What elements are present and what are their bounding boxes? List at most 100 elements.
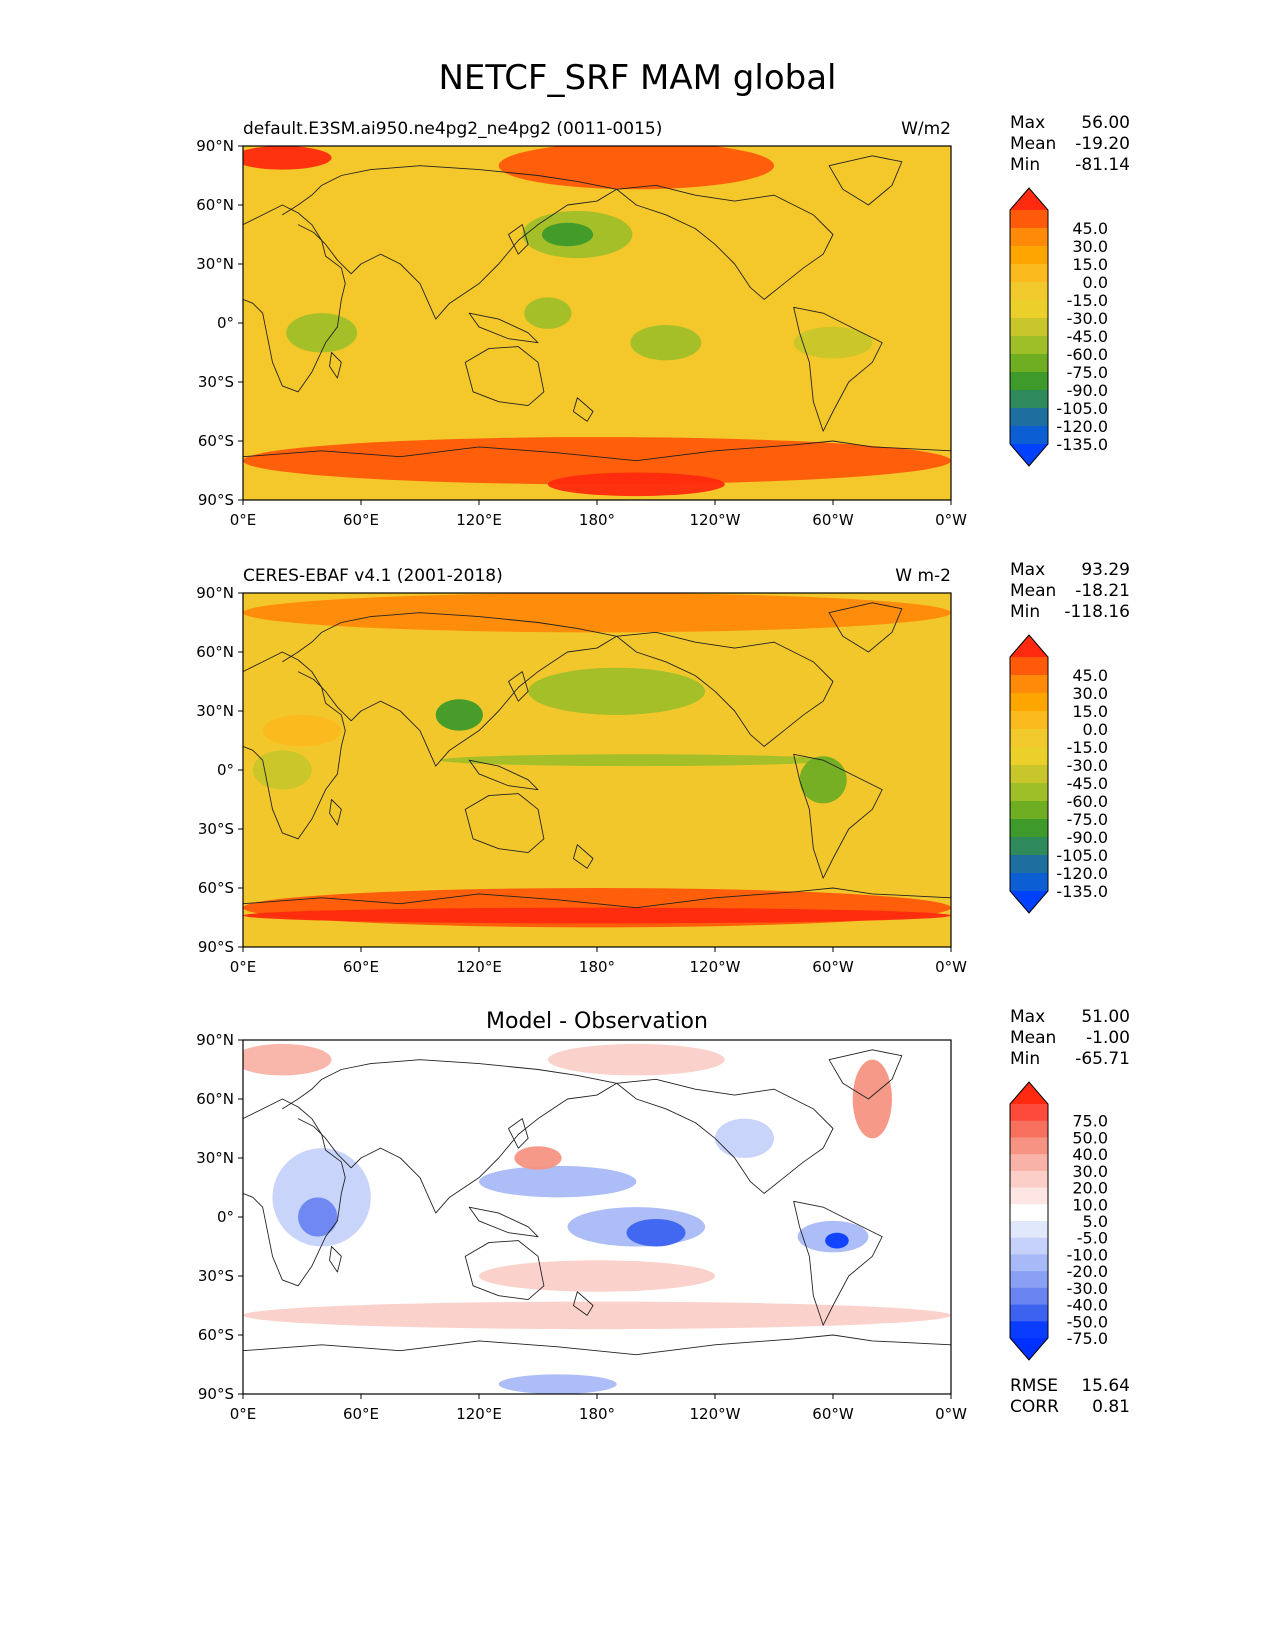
colorbar-label: -75.0 [1067,1329,1108,1348]
colorbar-segment [1010,765,1048,784]
y-tick-label: 60°S [198,432,234,450]
panel-model: 0°E 60°E 120°E 180° 120°W 60°W 0°W 90°N 60°N 30°N… [196,113,1130,529]
colorbar-outline [1009,187,1049,467]
colorbar-segment [1010,282,1048,301]
colorbar-label: 5.0 [1083,1212,1108,1231]
y-tick-label: 90°S [198,938,234,956]
colorbar-segment [1010,693,1048,712]
colorbar-segment [1010,336,1048,355]
field-region [243,146,332,170]
x-tick-label: 120°W [690,1405,741,1423]
field-region [272,1148,371,1247]
colorbar-segment [1010,426,1048,445]
stat-label: Mean [1010,1028,1056,1048]
panel-title: CERES-EBAF v4.1 (2001-2018) [243,566,503,586]
colorbar-label: 45.0 [1072,219,1108,238]
field-region [298,1197,338,1237]
y-tick-label: 90°N [196,584,234,602]
field-region [252,750,312,790]
x-tick-label: 60°W [812,958,854,976]
colorbar-label: 50.0 [1072,1128,1108,1147]
stat-label: Min [1010,1049,1040,1069]
y-tick-label: 0° [217,1208,234,1226]
field-region [243,907,951,924]
panel-title: default.E3SM.ai950.ne4pg2_ne4pg2 (0011-0… [243,119,662,139]
x-tick-label: 0°W [935,958,967,976]
colorbar-label: -5.0 [1077,1229,1108,1248]
colorbar-segment [1010,1137,1048,1155]
x-tick-label: 0°E [230,1405,257,1423]
field-region [498,1374,617,1394]
stat-value: -19.20 [1075,134,1130,154]
field-region [439,754,833,767]
colorbar-label: -40.0 [1067,1296,1108,1315]
stat-label: RMSE [1010,1376,1058,1396]
stat-value: 56.00 [1081,113,1130,133]
x-tick-label: 60°W [812,511,854,529]
map-field [243,146,951,500]
field-region [243,593,951,633]
panel-diff: 0°E 60°E 120°E 180° 120°W 60°W 0°W 90°N 60°N 30°N… [196,1007,1130,1423]
field-region [541,222,594,247]
field-region [547,472,725,497]
stat-label: Mean [1010,581,1056,601]
colorbar-label: -105.0 [1056,846,1108,865]
stat-value: 93.29 [1081,560,1130,580]
stat-value: -18.21 [1075,581,1130,601]
colorbar-label: -15.0 [1067,291,1108,310]
colorbar-segment [1010,210,1048,229]
stat-label: Mean [1010,134,1056,154]
colorbar-extend-bottom [1010,444,1048,466]
colorbar-label: -10.0 [1067,1245,1108,1264]
colorbar-extend-bottom [1010,1338,1048,1360]
field-region [243,1043,332,1076]
colorbar-label: -45.0 [1067,774,1108,793]
units-label: W/m2 [901,119,951,139]
field-region [286,313,358,353]
x-tick-label: 60°E [343,1405,379,1423]
x-tick-label: 180° [579,958,615,976]
colorbar-segment [1010,837,1048,856]
field-region [715,1118,774,1159]
colorbar-segment [1010,264,1048,283]
x-tick-label: 0°E [230,958,257,976]
colorbar-label: -60.0 [1067,345,1108,364]
colorbar-segment [1010,228,1048,247]
colorbar-label: -20.0 [1067,1262,1108,1281]
field-region [479,1165,637,1198]
colorbar-label: 30.0 [1072,1162,1108,1181]
colorbar-segment [1010,372,1048,391]
x-tick-label: 120°W [690,958,741,976]
panel-obs: 0°E 60°E 120°E 180° 120°W 60°W 0°W 90°N 60°N 30°N… [196,560,1130,976]
field-region [243,1301,951,1330]
colorbar-label: -90.0 [1067,381,1108,400]
y-tick-label: 30°S [198,1267,234,1285]
colorbar-label: -105.0 [1056,399,1108,418]
colorbar-label: -30.0 [1067,309,1108,328]
units-label: W m-2 [895,566,951,586]
colorbar-label: 75.0 [1072,1112,1108,1131]
stat-label: Min [1010,602,1040,622]
colorbar-segment [1010,747,1048,766]
colorbar-segment [1010,246,1048,265]
colorbar-label: 15.0 [1072,702,1108,721]
stat-label: Max [1010,560,1045,580]
colorbar-label: 15.0 [1072,255,1108,274]
colorbar: 45.030.015.00.0-15.0-30.0-45.0-60.0-75.0… [1009,187,1108,467]
y-tick-label: 60°S [198,879,234,897]
colorbar-segment [1010,657,1048,676]
colorbar: 45.030.015.00.0-15.0-30.0-45.0-60.0-75.0… [1009,634,1108,914]
stat-label: Min [1010,155,1040,175]
colorbar-segment [1010,318,1048,337]
colorbar-label: 45.0 [1072,666,1108,685]
colorbar-segment [1010,801,1048,820]
colorbar-label: -75.0 [1067,363,1108,382]
x-tick-label: 120°E [456,511,502,529]
colorbar-segment [1010,1237,1048,1255]
colorbar-label: 0.0 [1083,720,1108,739]
y-tick-label: 60°S [198,1326,234,1344]
colorbar-segment [1010,1204,1048,1222]
colorbar-segment [1010,390,1048,409]
x-tick-label: 180° [579,1405,615,1423]
